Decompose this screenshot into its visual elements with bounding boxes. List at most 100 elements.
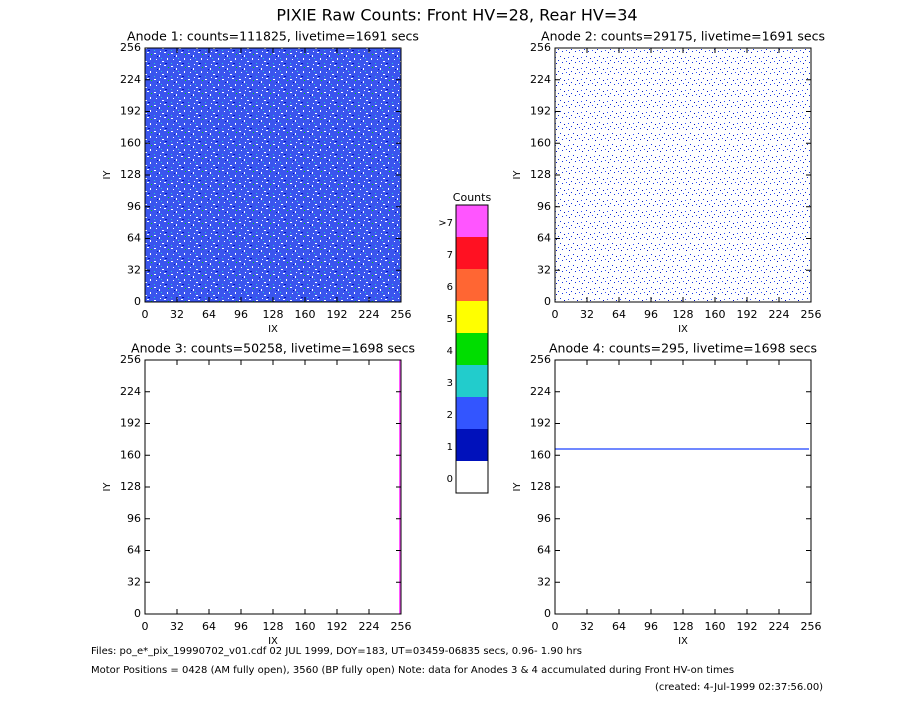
colorbar-label: >7 [438, 218, 453, 229]
x-tick-label: 256 [801, 620, 822, 633]
y-tick-label: 160 [120, 136, 141, 149]
colorbar-swatch [456, 397, 488, 429]
colorbar-frame [455, 204, 489, 494]
y-tick-label: 0 [544, 295, 551, 308]
y-tick-label: 64 [127, 232, 141, 245]
colorbar-label: 7 [447, 250, 453, 261]
colorbar-swatch [456, 429, 488, 461]
colorbar-swatch [456, 237, 488, 269]
colorbar-swatch [456, 205, 488, 237]
y-tick-label: 64 [127, 544, 141, 557]
y-tick-label: 160 [530, 136, 551, 149]
plot-frame [554, 359, 812, 615]
colorbar-swatch [456, 461, 488, 493]
y-tick-label: 192 [530, 105, 551, 118]
x-tick-label: 128 [263, 308, 284, 321]
x-tick-label: 160 [295, 308, 316, 321]
y-tick-label: 96 [537, 512, 551, 525]
y-tick-label: 192 [120, 417, 141, 430]
footer-line: Motor Positions = 0428 (AM fully open), … [91, 665, 734, 676]
y-axis-label: IY [512, 170, 523, 180]
y-tick-label: 32 [127, 263, 141, 276]
y-tick-label: 96 [127, 512, 141, 525]
y-tick-label: 192 [530, 417, 551, 430]
x-tick-label: 256 [391, 620, 412, 633]
colorbar-swatch [456, 301, 488, 333]
x-tick-label: 64 [202, 308, 216, 321]
x-tick-label: 256 [801, 308, 822, 321]
x-tick-label: 32 [580, 308, 594, 321]
x-axis-label: IX [268, 636, 278, 647]
colorbar-label: 2 [447, 410, 453, 421]
x-tick-label: 64 [612, 620, 626, 633]
x-tick-label: 224 [769, 620, 790, 633]
y-tick-label: 32 [127, 575, 141, 588]
panel-title: Anode 4: counts=295, livetime=1698 secs [549, 341, 817, 356]
x-tick-label: 128 [263, 620, 284, 633]
x-tick-label: 96 [644, 620, 658, 633]
y-tick-label: 256 [530, 41, 551, 54]
x-tick-label: 160 [705, 308, 726, 321]
x-tick-label: 0 [552, 308, 559, 321]
y-tick-label: 0 [134, 295, 141, 308]
panel-title: Anode 1: counts=111825, livetime=1691 se… [127, 29, 419, 44]
x-tick-label: 192 [737, 620, 758, 633]
y-tick-label: 128 [120, 168, 141, 181]
colorbar-swatch [456, 269, 488, 301]
count-image [555, 448, 809, 450]
x-tick-label: 160 [705, 620, 726, 633]
y-tick-label: 128 [530, 168, 551, 181]
figure-title: PIXIE Raw Counts: Front HV=28, Rear HV=3… [276, 6, 637, 25]
y-tick-label: 0 [134, 607, 141, 620]
x-tick-label: 64 [612, 308, 626, 321]
footer-line: Files: po_e*_pix_19990702_v01.cdf 02 JUL… [91, 646, 582, 657]
x-tick-label: 128 [673, 620, 694, 633]
y-tick-label: 224 [120, 73, 141, 86]
y-tick-label: 256 [530, 353, 551, 366]
colorbar-label: 6 [447, 282, 453, 293]
y-axis-label: IY [512, 482, 523, 492]
panel-title: Anode 2: counts=29175, livetime=1691 sec… [541, 29, 825, 44]
colorbar-swatch [456, 333, 488, 365]
y-tick-label: 64 [537, 232, 551, 245]
count-image [555, 48, 811, 302]
colorbar-title: Counts [453, 191, 492, 204]
x-tick-label: 32 [170, 308, 184, 321]
x-tick-label: 96 [234, 620, 248, 633]
x-tick-label: 0 [142, 308, 149, 321]
x-tick-label: 160 [295, 620, 316, 633]
colorbar-label: 5 [447, 314, 453, 325]
panel-title: Anode 3: counts=50258, livetime=1698 sec… [131, 341, 415, 356]
y-tick-label: 160 [120, 448, 141, 461]
y-axis-label: IY [102, 170, 113, 180]
x-tick-label: 32 [580, 620, 594, 633]
plot-frame [144, 359, 402, 615]
y-tick-label: 96 [537, 200, 551, 213]
x-tick-label: 96 [644, 308, 658, 321]
x-tick-label: 32 [170, 620, 184, 633]
y-tick-label: 160 [530, 448, 551, 461]
colorbar-label: 4 [447, 346, 453, 357]
x-tick-label: 64 [202, 620, 216, 633]
x-tick-label: 192 [327, 308, 348, 321]
y-tick-label: 128 [120, 480, 141, 493]
y-tick-label: 96 [127, 200, 141, 213]
y-tick-label: 256 [120, 353, 141, 366]
y-tick-label: 192 [120, 105, 141, 118]
x-tick-label: 224 [359, 620, 380, 633]
y-tick-label: 256 [120, 41, 141, 54]
y-tick-label: 224 [120, 385, 141, 398]
x-tick-label: 0 [142, 620, 149, 633]
y-tick-label: 0 [544, 607, 551, 620]
count-image [145, 48, 401, 302]
x-axis-label: IX [268, 324, 278, 335]
x-tick-label: 96 [234, 308, 248, 321]
y-axis-label: IY [102, 482, 113, 492]
x-tick-label: 0 [552, 620, 559, 633]
colorbar-label: 0 [447, 474, 453, 485]
colorbar-label: 3 [447, 378, 453, 389]
colorbar-label: 1 [447, 442, 453, 453]
x-axis-label: IX [678, 324, 688, 335]
x-tick-label: 192 [327, 620, 348, 633]
